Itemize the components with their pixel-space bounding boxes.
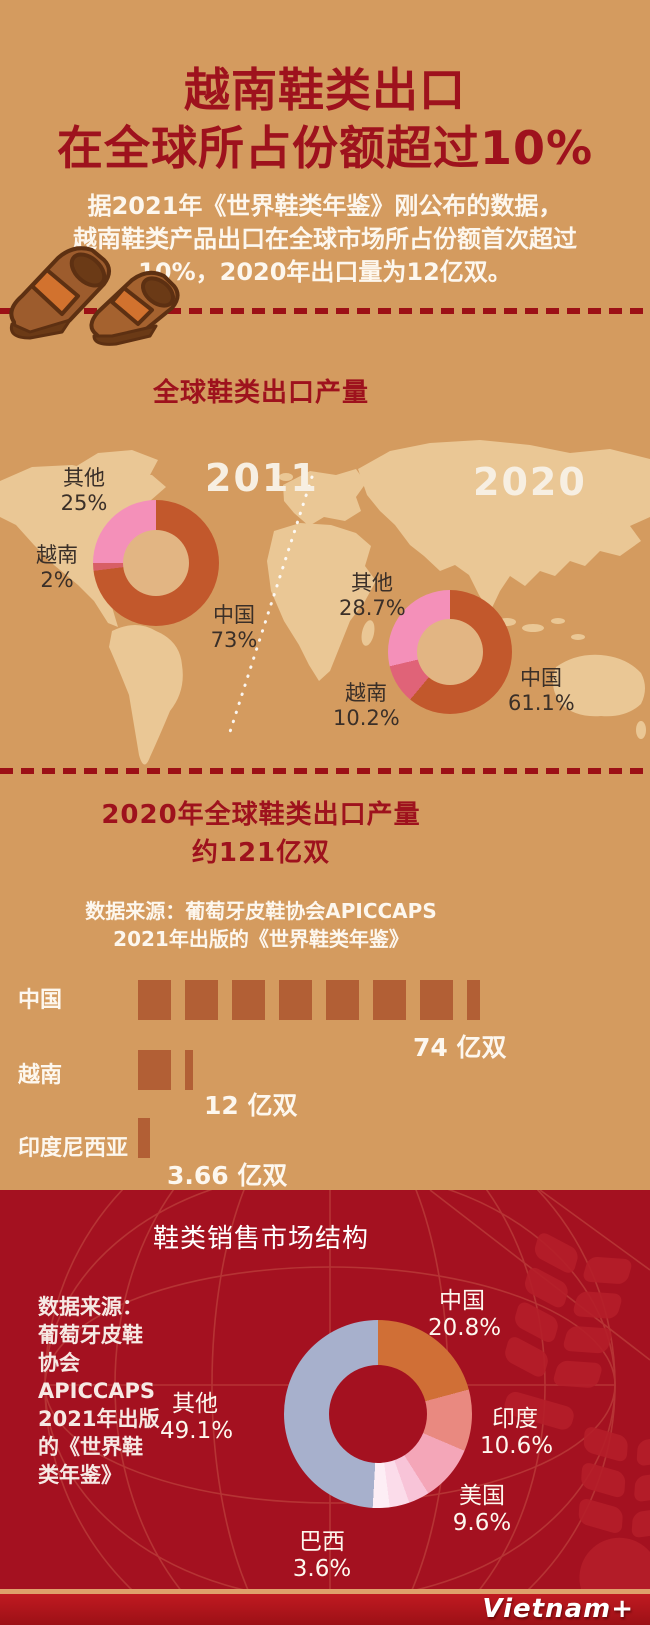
section-market-title: 鞋类销售市场结构	[152, 1224, 369, 1254]
market-source-text: 数据来源： 葡萄牙皮鞋 协会 APICCAPS 2021年出版 的《世界鞋 类年…	[38, 1295, 160, 1487]
year-label-2011: 2011	[205, 456, 319, 500]
subtitle-line2: 越南鞋类产品出口在全球市场所占份额首次超过	[73, 225, 577, 253]
label-2020-others: 其他 28.7%	[339, 571, 406, 620]
label-2011-vietnam: 越南 2%	[36, 543, 78, 592]
dashed-divider-top	[0, 308, 650, 314]
sales-market-section: 鞋类销售市场结构 数据来源： 葡萄牙皮鞋 协会 APICCAPS 2021年出版…	[0, 1190, 650, 1589]
donut-hole-sales-market	[329, 1365, 427, 1463]
donut-hole-2011	[123, 530, 189, 596]
footer-accent-strip	[0, 1589, 650, 1594]
year-label-2020: 2020	[473, 460, 587, 504]
label-2020-china: 中国 61.1%	[508, 666, 575, 715]
page-title-line1: 越南鞋类出口	[184, 63, 466, 117]
bar-blocks-vietnam	[138, 1050, 207, 1090]
page-title-line2: 在全球所占份额超过10%	[56, 121, 594, 175]
label-2011-china: 中国 73%	[210, 603, 258, 652]
donut-hole-2020	[417, 619, 483, 685]
dashed-divider-middle	[0, 768, 650, 774]
bar-row-label-china: 中国	[18, 988, 63, 1013]
label-market-usa: 美国 9.6%	[452, 1483, 512, 1536]
subtitle-line1: 据2021年《世界鞋类年鉴》刚公布的数据，	[87, 192, 563, 220]
bar-block	[420, 980, 453, 1020]
footer-bar: Vietnam+	[0, 1594, 650, 1625]
subtitle-line3: 10%，2020年出口量为12亿双。	[138, 258, 512, 286]
loafer-shoes-illustration	[9, 246, 180, 346]
bar-block-partial	[467, 980, 480, 1020]
bar-blocks-china	[138, 980, 494, 1020]
section-total-title-line2: 约121亿双	[191, 838, 331, 868]
bar-block-partial	[185, 1050, 193, 1090]
bar-row-label-indonesia: 印度尼西亚	[18, 1136, 129, 1161]
source-text-line2: 2021年出版的《世界鞋类年鉴》	[113, 927, 409, 951]
label-market-china: 中国 20.8%	[428, 1288, 502, 1341]
bar-block	[279, 980, 312, 1020]
bar-value-china: 74 亿双	[413, 1033, 507, 1062]
bar-value-vietnam: 12 亿双	[204, 1091, 298, 1120]
label-2011-others: 其他 25%	[60, 466, 108, 515]
bar-value-indonesia: 3.66 亿双	[167, 1161, 288, 1190]
world-map-graphic	[0, 440, 650, 765]
vietnamplus-logo: Vietnam+	[482, 1594, 634, 1624]
label-market-india: 印度 10.6%	[480, 1406, 554, 1459]
label-market-brazil: 巴西 3.6%	[292, 1529, 352, 1582]
label-2020-vietnam: 越南 10.2%	[333, 681, 400, 730]
bar-row-label-vietnam: 越南	[18, 1063, 63, 1088]
bar-block	[326, 980, 359, 1020]
bar-block	[232, 980, 265, 1020]
label-market-others: 其他 49.1%	[160, 1391, 234, 1444]
bar-block-partial	[138, 1118, 150, 1158]
bar-block	[185, 980, 218, 1020]
bar-block	[373, 980, 406, 1020]
source-text-line1: 数据来源：葡萄牙皮鞋协会APICCAPS	[85, 899, 437, 923]
bar-blocks-indonesia	[138, 1118, 164, 1158]
bar-block	[138, 1050, 171, 1090]
section-total-title-line1: 2020年全球鞋类出口产量	[101, 800, 421, 830]
section-production-title: 全球鞋类出口产量	[152, 378, 369, 408]
bar-block	[138, 980, 171, 1020]
